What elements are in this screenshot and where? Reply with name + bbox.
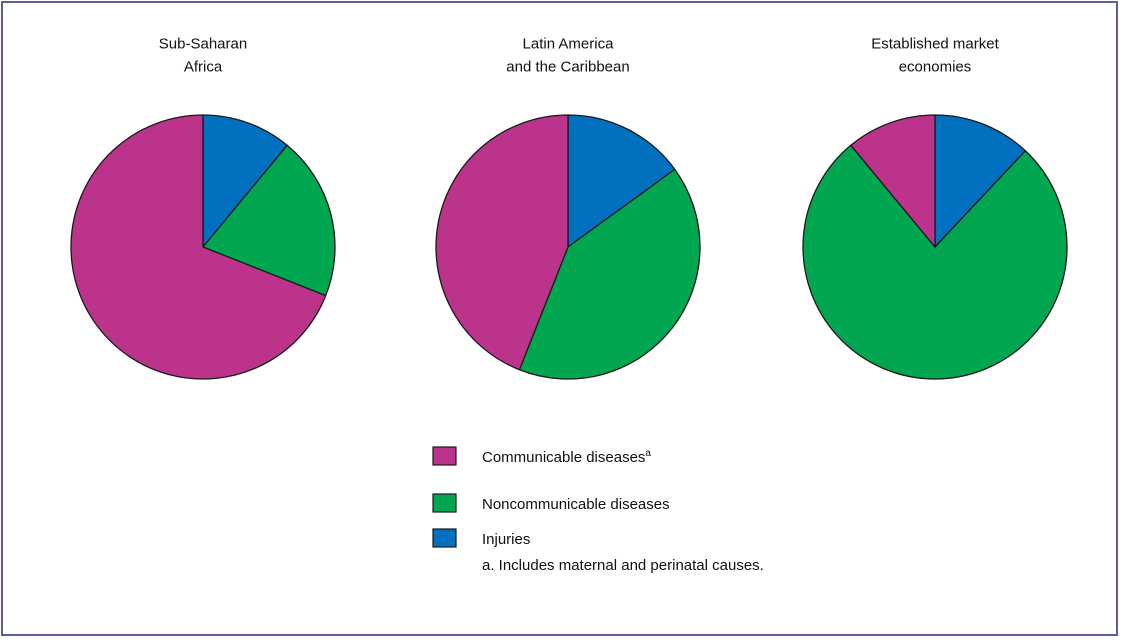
legend-label: Injuries: [482, 531, 530, 548]
pie-title-line: Sub-Saharan: [159, 35, 247, 52]
legend-swatch: [432, 528, 457, 548]
legend-label: Communicable diseasesa: [482, 448, 651, 466]
pie-slice-communicable-diseases: [435, 114, 569, 371]
pie-title-line: and the Caribbean: [506, 58, 629, 75]
pie-slice-noncommunicable-diseases: [202, 144, 336, 297]
pie-title-line: economies: [899, 58, 972, 75]
footnote-marker: a: [645, 448, 651, 459]
legend-item-injuries: Injuries: [432, 528, 530, 548]
pie-slice-noncommunicable-diseases: [518, 168, 701, 380]
pie-title-line: Latin America: [523, 35, 615, 52]
pie-slice-injuries: [934, 114, 1027, 248]
pie-title-line: Established market: [871, 35, 999, 52]
footnote: a. Includes maternal and perinatal cause…: [482, 557, 764, 574]
legend: Communicable diseasesa Noncommunicable di…: [432, 446, 670, 548]
pie-slice-communicable-diseases: [70, 114, 327, 380]
legend-label: Noncommunicable diseases: [482, 496, 670, 513]
pies-layer: Sub-Saharan Africa Latin America and the Ca…: [70, 35, 1068, 380]
legend-item-noncommunicable-diseases: Noncommunicable diseases: [432, 493, 670, 513]
pie-slice-communicable-diseases: [850, 114, 936, 248]
legend-swatch: [432, 493, 457, 513]
pie-chart-2: Latin America and the Caribbean: [435, 35, 701, 380]
pie-slice-noncommunicable-diseases: [802, 144, 1068, 380]
pie-chart-3: Established market economies: [802, 35, 1068, 380]
pie-slice-injuries: [202, 114, 288, 248]
pie-slice-injuries: [567, 114, 676, 248]
pie-title-line: Africa: [184, 58, 223, 75]
pie-chart-1: Sub-Saharan Africa: [70, 35, 336, 380]
legend-swatch: [432, 446, 457, 466]
legend-item-communicable-diseases: Communicable diseasesa: [432, 446, 651, 466]
